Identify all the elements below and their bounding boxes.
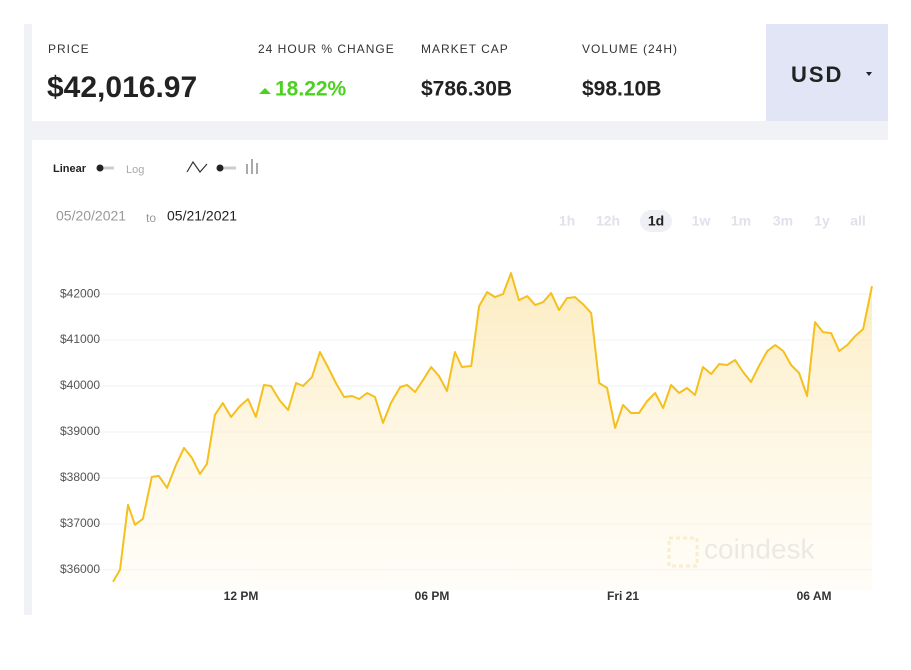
candle-icon[interactable] [246, 159, 258, 174]
price: $42,016.97 [47, 71, 197, 104]
x-tick-label: Fri 21 [607, 589, 639, 603]
market-cap: $786.30B [421, 78, 512, 101]
market-cap-label: MARKET CAP [421, 42, 509, 56]
price-label: PRICE [48, 42, 90, 56]
active-range-bg [640, 210, 672, 232]
y-tick-label: $37000 [60, 516, 100, 530]
range-button[interactable]: 1d [648, 213, 664, 229]
volume: $98.10B [582, 78, 661, 101]
log-toggle[interactable]: Log [126, 164, 144, 176]
range-button[interactable]: 1m [731, 213, 751, 229]
change-label: 24 HOUR % CHANGE [258, 42, 395, 56]
volume-label: VOLUME (24H) [582, 42, 678, 56]
stats-card [32, 24, 766, 121]
date-to-word: to [146, 211, 156, 225]
y-tick-label: $38000 [60, 470, 100, 484]
y-tick-label: $39000 [60, 424, 100, 438]
toggle-knob [216, 164, 224, 172]
linear-toggle[interactable]: Linear [53, 163, 87, 175]
y-tick-label: $40000 [60, 378, 100, 392]
up-arrow [259, 88, 271, 94]
y-tick-label: $42000 [60, 286, 100, 300]
x-tick-label: 06 PM [415, 589, 450, 603]
dropdown-caret [866, 72, 872, 76]
x-tick-label: 12 PM [224, 589, 259, 603]
y-tick-label: $36000 [60, 562, 100, 576]
date-from[interactable]: 05/20/2021 [56, 208, 126, 224]
range-button[interactable]: 1y [814, 213, 830, 229]
y-tick-label: $41000 [60, 332, 100, 346]
date-to[interactable]: 05/21/2021 [167, 208, 237, 224]
change: 18.22% [275, 78, 347, 101]
toggle-knob [96, 164, 104, 172]
currency[interactable]: USD [791, 62, 843, 87]
area [113, 273, 872, 590]
price-line [112, 272, 873, 583]
range-button[interactable]: 1h [559, 213, 575, 229]
range-button[interactable]: all [850, 213, 866, 229]
x-tick-label: 06 AM [797, 589, 832, 603]
line-icon[interactable] [186, 160, 208, 173]
range-button[interactable]: 12h [596, 213, 620, 229]
range-button[interactable]: 1w [692, 213, 711, 229]
range-button[interactable]: 3m [773, 213, 793, 229]
